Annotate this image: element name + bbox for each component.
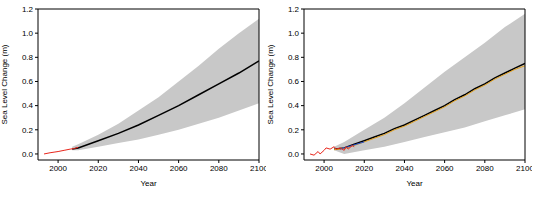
svg-text:2040: 2040 [130, 164, 148, 173]
svg-text:2000: 2000 [49, 164, 67, 173]
svg-text:2060: 2060 [170, 164, 188, 173]
svg-text:2020: 2020 [355, 164, 373, 173]
svg-text:0.4: 0.4 [288, 101, 300, 110]
svg-text:0.6: 0.6 [22, 77, 34, 86]
svg-text:1.2: 1.2 [288, 5, 300, 14]
svg-text:2000: 2000 [315, 164, 333, 173]
svg-text:0.6: 0.6 [288, 77, 300, 86]
svg-text:2080: 2080 [476, 164, 494, 173]
svg-text:0.2: 0.2 [22, 126, 34, 135]
svg-text:0.8: 0.8 [288, 53, 300, 62]
svg-text:Year: Year [406, 179, 423, 186]
svg-text:Sea Level Change (m): Sea Level Change (m) [266, 44, 275, 124]
svg-text:1.2: 1.2 [22, 5, 34, 14]
svg-text:2100: 2100 [516, 164, 525, 173]
svg-text:2020: 2020 [89, 164, 107, 173]
svg-text:2060: 2060 [436, 164, 454, 173]
svg-text:Year: Year [140, 179, 157, 186]
svg-text:0.0: 0.0 [22, 150, 34, 159]
svg-text:2080: 2080 [210, 164, 228, 173]
svg-text:2100: 2100 [250, 164, 266, 173]
svg-text:0.2: 0.2 [288, 126, 300, 135]
svg-text:Sea Level Change (m): Sea Level Change (m) [8, 44, 9, 124]
svg-text:1.0: 1.0 [288, 29, 300, 38]
svg-text:0.0: 0.0 [288, 150, 300, 159]
svg-text:1.0: 1.0 [22, 29, 34, 38]
svg-text:0.8: 0.8 [22, 53, 34, 62]
svg-text:2040: 2040 [396, 164, 414, 173]
svg-text:0.4: 0.4 [22, 101, 34, 110]
